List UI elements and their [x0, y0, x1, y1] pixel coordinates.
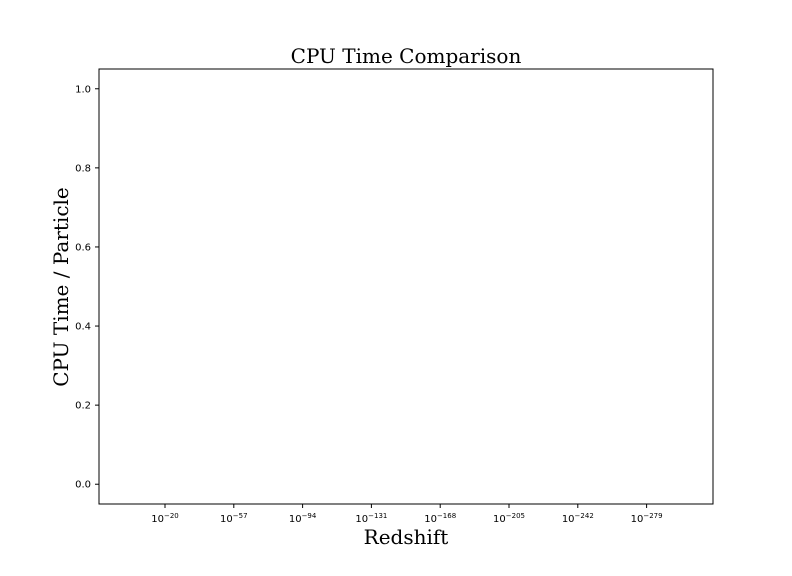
x-tick-label: 10−168	[424, 512, 456, 525]
x-tick-label: 10−20	[151, 512, 179, 525]
y-tick-label: 1.0	[75, 84, 91, 95]
x-axis-ticks: 10−20 10−57 10−94 10−131 10−168 10−205 10−242 1…	[151, 504, 663, 525]
y-tick-label: 0.8	[75, 163, 91, 174]
x-tick-label: 10−57	[220, 512, 248, 525]
x-axis-label: Redshift	[364, 525, 449, 549]
y-tick-label: 0.2	[75, 401, 91, 412]
x-tick-label: 10−94	[289, 512, 317, 525]
y-tick-label: 0.6	[75, 242, 91, 253]
x-tick-label: 10−131	[355, 512, 387, 525]
plot-area	[98, 68, 714, 505]
y-axis-ticks: 0.0 0.2 0.4 0.6 0.8 1.0	[75, 84, 99, 491]
x-tick-label: 10−205	[493, 512, 525, 525]
chart-title: CPU Time Comparison	[291, 44, 522, 68]
x-tick-label: 10−242	[562, 512, 594, 525]
y-tick-label: 0.4	[75, 322, 91, 333]
y-axis-label: CPU Time / Particle	[49, 187, 73, 387]
y-tick-label: 0.0	[75, 480, 91, 491]
x-tick-label: 10−279	[631, 512, 663, 525]
